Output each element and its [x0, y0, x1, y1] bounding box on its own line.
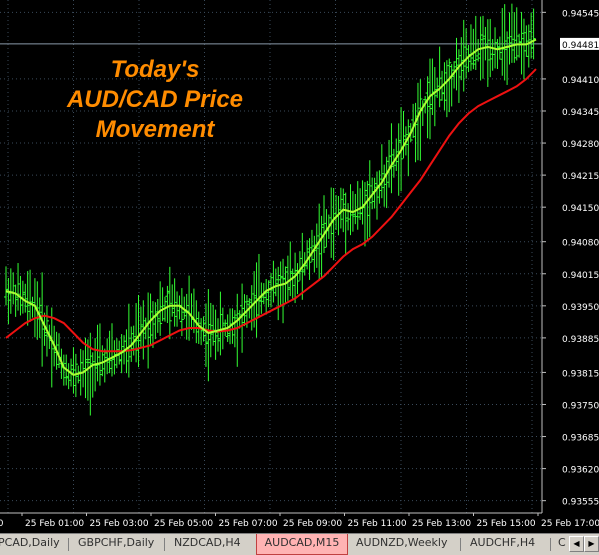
price-tick-label: 0.94080	[562, 239, 599, 249]
price-tick-label: 0.94545	[562, 9, 599, 19]
tab-separator	[68, 538, 69, 551]
price-tick-label: 0.93885	[562, 335, 599, 345]
current-price-badge	[560, 37, 599, 50]
chart-title: Today's AUD/CAD Price Movement	[66, 56, 243, 143]
tab-audchf-h4[interactable]: AUDCHF,H4	[470, 536, 536, 549]
price-tick-label: 0.93750	[562, 401, 599, 411]
time-tick-label-partial: 00	[0, 519, 4, 529]
time-tick-label: 25 Feb 05:00	[154, 519, 213, 529]
price-tick-label: 0.93620	[562, 466, 599, 476]
tab-audnzd-weekly[interactable]: AUDNZD,Weekly	[356, 536, 448, 549]
price-axis: 0.94545 0.94481 0.94410 0.94345 0.94280 0.942…	[541, 0, 599, 513]
time-tick-label: 25 Feb 17:00	[541, 519, 599, 529]
tab-separator	[550, 538, 551, 551]
chart-grid	[0, 0, 542, 513]
chart-tab-bar: PCAD,Daily GBPCHF,Daily NZDCAD,H4 AUDCAD…	[0, 533, 599, 555]
price-tick-label: 0.94015	[562, 271, 599, 281]
time-tick-label: 25 Feb 13:00	[412, 519, 471, 529]
tab-audcad-m15[interactable]: AUDCAD,M15	[256, 534, 348, 555]
slow-moving-average-line	[5, 68, 537, 353]
time-tick-label: 25 Feb 15:00	[477, 519, 536, 529]
scroll-left-icon[interactable]: ◀	[569, 536, 584, 552]
tab-truncated[interactable]: C	[558, 536, 566, 549]
current-price-label: 0.94481	[562, 41, 599, 51]
tab-pcad-daily[interactable]: PCAD,Daily	[0, 536, 60, 549]
price-tick-label: 0.94410	[562, 76, 599, 86]
price-tick-label: 0.93815	[562, 369, 599, 379]
time-tick-label: 25 Feb 03:00	[90, 519, 149, 529]
chart-title-line: AUD/CAD Price	[66, 86, 243, 113]
time-tick-label: 25 Feb 07:00	[219, 519, 278, 529]
price-tick-label: 0.94215	[562, 172, 599, 182]
price-tick-label: 0.93685	[562, 434, 599, 444]
price-tick-label: 0.94280	[562, 140, 599, 150]
tab-separator	[460, 538, 461, 551]
price-tick-label: 0.93555	[562, 498, 599, 508]
fast-moving-average-line	[5, 38, 537, 376]
time-axis: 25 Feb 01:00 25 Feb 03:00 25 Feb 05:00 25 F…	[0, 512, 599, 529]
tab-nzdcad-h4[interactable]: NZDCAD,H4	[174, 536, 241, 549]
time-tick-label: 25 Feb 11:00	[348, 519, 407, 529]
time-tick-label: 25 Feb 01:00	[25, 519, 84, 529]
time-tick-label: 25 Feb 09:00	[283, 519, 342, 529]
chart-title-line: Today's	[111, 56, 200, 83]
price-tick-label: 0.93950	[562, 303, 599, 313]
tab-separator	[164, 538, 165, 551]
tab-gbpchf-daily[interactable]: GBPCHF,Daily	[78, 536, 155, 549]
price-tick-label: 0.94345	[562, 108, 599, 118]
price-tick-label: 0.94150	[562, 204, 599, 214]
chart-title-line: Movement	[96, 116, 216, 143]
scroll-right-icon[interactable]: ▶	[584, 536, 599, 552]
